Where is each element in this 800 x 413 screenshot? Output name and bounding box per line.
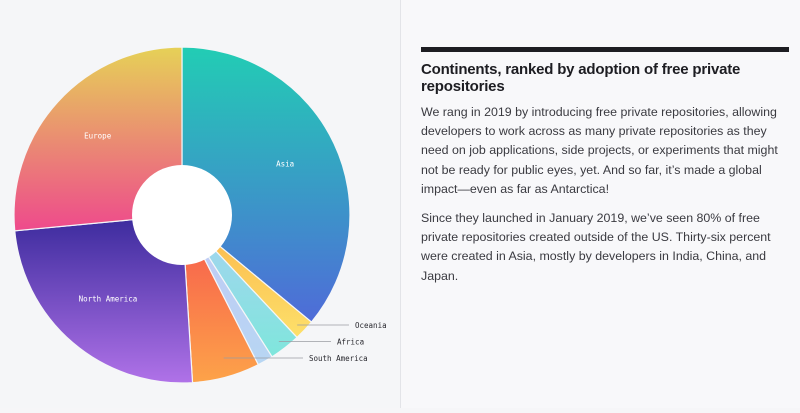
chart-panel: Asia Oceania Africa South America North Amer…	[0, 0, 400, 408]
slice-label: Asia	[276, 159, 294, 168]
article-title: Continents, ranked by adoption of free p…	[421, 61, 741, 95]
donut-chart: Asia Oceania Africa South America North Amer…	[13, 46, 387, 384]
divider	[400, 0, 401, 408]
slice-label: South America	[309, 354, 368, 363]
slice-north-america	[14, 214, 194, 384]
article-paragraph: We rang in 2019 by introducing free priv…	[421, 105, 778, 196]
article-panel: Continents, ranked by adoption of free p…	[401, 0, 800, 408]
slice-label: North America	[79, 295, 138, 304]
slice-europe	[13, 46, 183, 232]
slice-label: Europe	[84, 131, 112, 140]
donut-hole	[132, 165, 232, 265]
slice-label: Oceania	[355, 321, 387, 330]
heading-rule	[421, 47, 789, 52]
slice-label: Africa	[337, 338, 364, 347]
slice-asia	[181, 46, 351, 323]
article-paragraph: Since they launched in January 2019, we’…	[421, 211, 771, 283]
